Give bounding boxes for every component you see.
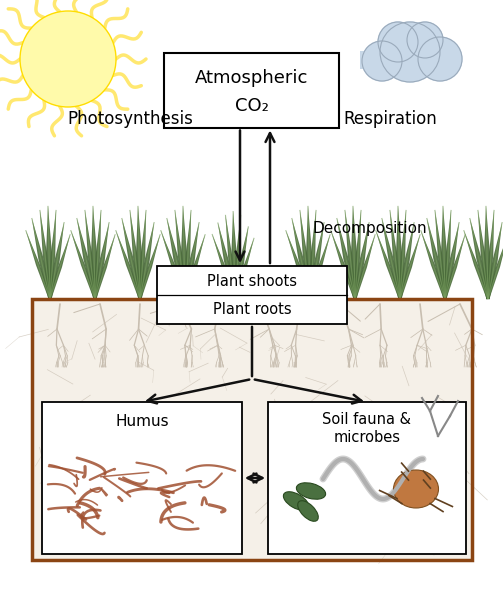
FancyBboxPatch shape: [157, 266, 347, 324]
Polygon shape: [427, 218, 447, 300]
Polygon shape: [116, 230, 141, 300]
Circle shape: [380, 22, 440, 82]
Text: Respiration: Respiration: [343, 110, 437, 128]
Text: Soil fauna &: Soil fauna &: [322, 413, 411, 428]
Polygon shape: [139, 234, 160, 300]
Polygon shape: [286, 230, 311, 300]
Polygon shape: [300, 210, 311, 299]
Polygon shape: [184, 222, 199, 300]
Circle shape: [381, 30, 429, 78]
Text: Decomposition: Decomposition: [313, 222, 428, 237]
Polygon shape: [49, 234, 70, 300]
Text: Atmospheric: Atmospheric: [195, 69, 309, 87]
FancyBboxPatch shape: [268, 402, 466, 554]
Polygon shape: [122, 218, 141, 300]
Polygon shape: [306, 206, 312, 299]
FancyBboxPatch shape: [32, 299, 472, 560]
Ellipse shape: [298, 501, 318, 521]
Polygon shape: [130, 210, 141, 299]
Polygon shape: [48, 222, 64, 300]
Polygon shape: [91, 206, 97, 299]
Polygon shape: [233, 226, 248, 300]
Polygon shape: [308, 210, 316, 299]
Ellipse shape: [283, 492, 309, 510]
Polygon shape: [487, 234, 503, 300]
Text: Photosynthesis: Photosynthesis: [67, 110, 193, 128]
Polygon shape: [470, 218, 489, 300]
Polygon shape: [40, 210, 51, 299]
Polygon shape: [292, 218, 311, 300]
Polygon shape: [175, 210, 187, 299]
Polygon shape: [234, 215, 241, 299]
Polygon shape: [435, 210, 446, 299]
Circle shape: [407, 22, 443, 58]
Polygon shape: [139, 210, 146, 299]
Text: Plant shoots: Plant shoots: [207, 274, 297, 289]
Text: CO₂: CO₂: [235, 97, 269, 115]
Polygon shape: [486, 210, 494, 299]
Ellipse shape: [296, 483, 325, 499]
Polygon shape: [94, 234, 115, 300]
Polygon shape: [212, 234, 236, 300]
Polygon shape: [77, 218, 97, 300]
Polygon shape: [478, 210, 489, 299]
Text: Humus: Humus: [115, 415, 169, 429]
Polygon shape: [94, 222, 109, 300]
Polygon shape: [396, 206, 402, 299]
Polygon shape: [399, 234, 420, 300]
Polygon shape: [184, 234, 205, 300]
Polygon shape: [181, 206, 187, 299]
Polygon shape: [444, 222, 459, 300]
Polygon shape: [421, 230, 446, 300]
Polygon shape: [167, 218, 187, 300]
Polygon shape: [85, 210, 97, 299]
Polygon shape: [444, 234, 465, 300]
Polygon shape: [309, 234, 330, 300]
Polygon shape: [376, 230, 401, 300]
Circle shape: [378, 22, 418, 62]
Polygon shape: [345, 210, 357, 299]
Polygon shape: [354, 210, 361, 299]
Ellipse shape: [393, 470, 439, 508]
Polygon shape: [218, 222, 236, 300]
Polygon shape: [464, 230, 489, 300]
Circle shape: [362, 41, 402, 81]
FancyBboxPatch shape: [0, 0, 503, 299]
Polygon shape: [398, 222, 414, 300]
Polygon shape: [32, 218, 52, 300]
Polygon shape: [484, 206, 490, 299]
FancyBboxPatch shape: [164, 53, 340, 128]
Polygon shape: [234, 238, 254, 300]
FancyBboxPatch shape: [42, 402, 242, 554]
Polygon shape: [46, 206, 52, 299]
Polygon shape: [390, 210, 401, 299]
Polygon shape: [136, 206, 142, 299]
Polygon shape: [354, 234, 375, 300]
Polygon shape: [26, 230, 51, 300]
Polygon shape: [71, 230, 96, 300]
Polygon shape: [441, 206, 447, 299]
Polygon shape: [444, 210, 451, 299]
Text: microbes: microbes: [333, 431, 400, 446]
Polygon shape: [486, 222, 502, 300]
Polygon shape: [337, 218, 357, 300]
Polygon shape: [382, 218, 401, 300]
Text: Plant roots: Plant roots: [213, 301, 291, 316]
Polygon shape: [398, 210, 406, 299]
Circle shape: [20, 11, 116, 107]
Polygon shape: [330, 230, 356, 300]
Polygon shape: [49, 210, 56, 299]
Polygon shape: [138, 222, 154, 300]
Polygon shape: [184, 210, 191, 299]
Polygon shape: [160, 230, 186, 300]
Polygon shape: [308, 222, 324, 300]
Polygon shape: [354, 222, 369, 300]
Circle shape: [418, 37, 462, 81]
Polygon shape: [231, 211, 237, 299]
Polygon shape: [225, 215, 236, 299]
Polygon shape: [351, 206, 357, 299]
FancyBboxPatch shape: [360, 51, 460, 69]
Polygon shape: [94, 210, 101, 299]
